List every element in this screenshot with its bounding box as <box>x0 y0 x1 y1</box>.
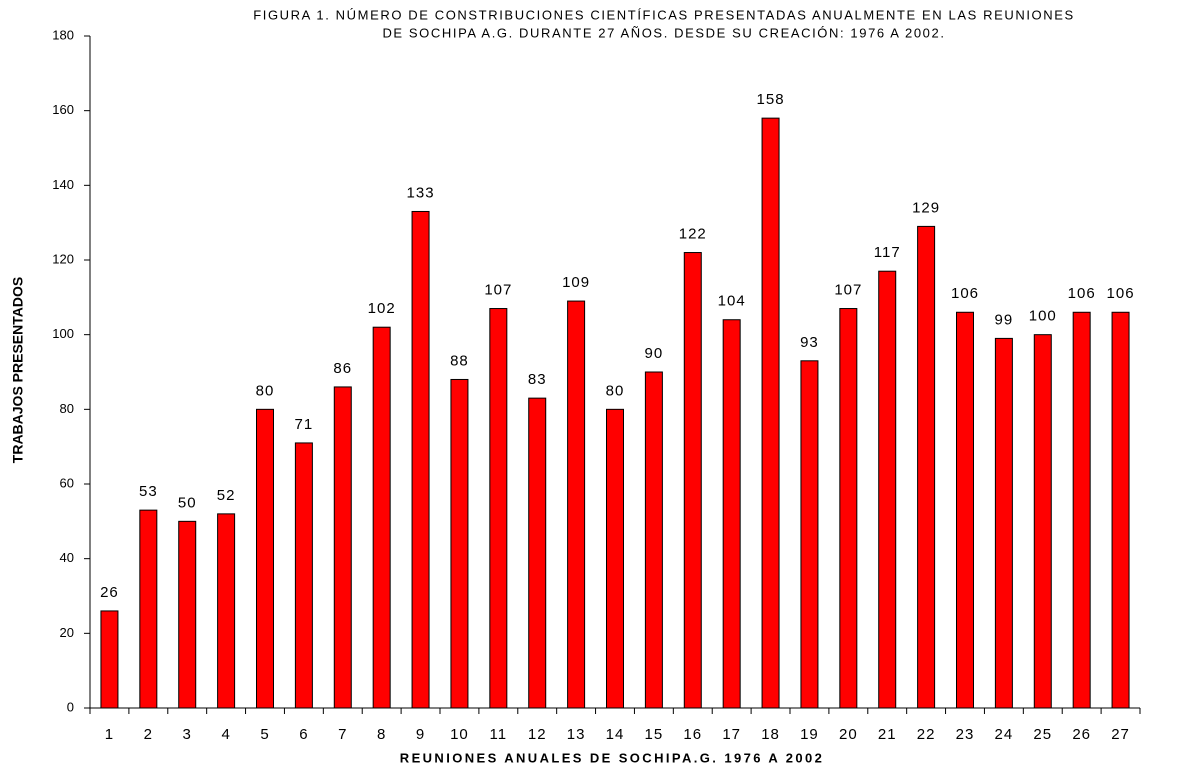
bar <box>800 360 819 709</box>
bar <box>878 270 897 709</box>
x-tick-label: 21 <box>878 726 897 743</box>
x-tick-label: 8 <box>377 726 386 743</box>
bar <box>372 326 391 709</box>
bar <box>644 371 663 709</box>
value-label: 107 <box>834 282 862 299</box>
bar <box>100 610 119 709</box>
x-tick-label: 13 <box>567 726 586 743</box>
bar <box>294 442 313 709</box>
bar <box>333 386 352 709</box>
bar <box>489 308 508 709</box>
x-tick-label: 10 <box>450 726 469 743</box>
x-tick-label: 9 <box>416 726 425 743</box>
value-label: 100 <box>1029 308 1057 325</box>
y-tick-label: 140 <box>52 177 74 192</box>
value-label: 53 <box>139 483 158 500</box>
value-label: 52 <box>217 487 236 504</box>
bar <box>178 520 197 709</box>
y-tick-label: 60 <box>60 475 74 490</box>
value-label: 71 <box>295 416 314 433</box>
y-axis-title: TRABAJOS PRESENTADOS <box>10 277 26 463</box>
x-tick-label: 22 <box>917 726 936 743</box>
bar <box>139 509 158 709</box>
x-tick-label: 27 <box>1111 726 1130 743</box>
bar <box>450 378 469 709</box>
x-tick-label: 17 <box>722 726 741 743</box>
bar <box>256 408 274 709</box>
y-tick-label: 0 <box>67 699 74 714</box>
bar <box>567 300 586 709</box>
value-label: 83 <box>528 371 547 388</box>
value-label: 88 <box>450 352 469 369</box>
bar <box>761 117 780 709</box>
bar <box>917 225 936 709</box>
value-label: 50 <box>178 494 197 511</box>
y-tick-label: 100 <box>52 326 74 341</box>
value-label: 93 <box>800 334 819 351</box>
x-tick-label: 11 <box>490 726 508 743</box>
value-label: 107 <box>484 282 512 299</box>
x-tick-label: 25 <box>1033 726 1052 743</box>
y-tick-label: 160 <box>52 102 74 117</box>
bar <box>217 513 236 709</box>
x-tick-label: 1 <box>105 726 114 743</box>
bar <box>1033 334 1052 709</box>
value-label: 122 <box>679 226 707 243</box>
x-tick-label: 3 <box>183 726 192 743</box>
value-label: 80 <box>256 382 275 399</box>
x-tick-label: 2 <box>144 726 153 743</box>
value-label: 86 <box>333 360 352 377</box>
x-tick-label: 26 <box>1072 726 1091 743</box>
bar <box>528 397 547 709</box>
value-label: 133 <box>407 184 435 201</box>
x-axis-title: REUNIONES ANUALES DE SOCHIPA.G. 1976 A 2… <box>400 750 824 765</box>
bar <box>722 319 741 709</box>
bar <box>411 210 430 709</box>
y-tick-label: 20 <box>60 625 74 640</box>
value-label: 106 <box>1107 285 1135 302</box>
value-label: 106 <box>1068 285 1096 302</box>
bar <box>683 252 702 709</box>
bar <box>1072 311 1091 709</box>
value-label: 102 <box>368 300 396 317</box>
x-tick-label: 6 <box>299 726 308 743</box>
bar <box>606 408 624 709</box>
y-tick-label: 80 <box>60 401 74 416</box>
x-tick-label: 16 <box>683 726 702 743</box>
y-tick-label: 180 <box>52 27 74 42</box>
value-label: 158 <box>757 91 785 108</box>
x-tick-label: 4 <box>221 726 230 743</box>
x-tick-label: 24 <box>995 726 1014 743</box>
bar <box>956 311 974 709</box>
bar <box>1111 311 1130 709</box>
x-tick-label: 7 <box>338 726 347 743</box>
value-label: 129 <box>912 199 940 216</box>
value-label: 80 <box>606 382 625 399</box>
x-tick-label: 14 <box>606 726 625 743</box>
y-tick-label: 40 <box>60 550 74 565</box>
value-label: 99 <box>995 311 1014 328</box>
x-tick-label: 12 <box>528 726 547 743</box>
x-tick-label: 18 <box>761 726 780 743</box>
value-label: 109 <box>562 274 590 291</box>
bar <box>839 308 858 709</box>
value-label: 104 <box>718 293 746 310</box>
value-label: 117 <box>874 244 901 261</box>
x-tick-label: 20 <box>839 726 858 743</box>
chart-title-line: FIGURA 1. NÚMERO DE CONSTRIBUCIONES CIEN… <box>253 7 1075 22</box>
chart-title-line: DE SOCHIPA A.G. DURANTE 27 AÑOS. DESDE S… <box>382 25 945 40</box>
value-label: 26 <box>100 584 119 601</box>
x-tick-label: 19 <box>800 726 819 743</box>
value-label: 90 <box>645 345 664 362</box>
bar <box>994 337 1013 709</box>
x-tick-label: 23 <box>956 726 975 743</box>
y-tick-label: 120 <box>52 251 74 266</box>
value-label: 106 <box>951 285 979 302</box>
x-tick-label: 5 <box>260 726 269 743</box>
x-tick-label: 15 <box>645 726 664 743</box>
